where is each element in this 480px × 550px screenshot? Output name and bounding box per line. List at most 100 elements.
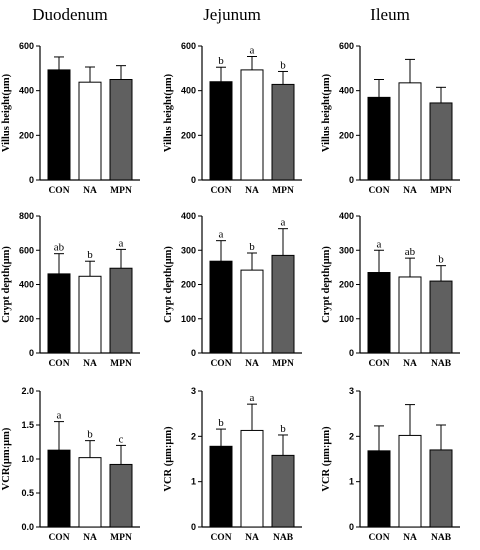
y-tick-label: 100 xyxy=(181,314,196,324)
y-tick-label: 400 xyxy=(339,211,354,221)
significance-letter: ab xyxy=(405,246,416,258)
y-axis-label: Villus height(μm) xyxy=(163,73,174,152)
y-axis-label: Crypt depth(μm) xyxy=(321,246,332,323)
bar-mpn xyxy=(109,463,133,528)
chart-panel-2: 0 200 400 600 Villus height(μm) CON NA MPN xyxy=(321,41,460,196)
y-tick-label: 0.5 xyxy=(21,488,34,498)
chart-panel-4: 0 100 200 300 400 Crypt depth(μm) CON a NA b MPN a xyxy=(163,211,302,369)
y-axis-label: Villus height(μm) xyxy=(1,73,12,152)
y-tick-label: 600 xyxy=(339,41,354,51)
category-label: NA xyxy=(83,359,97,369)
y-tick-label: 400 xyxy=(19,86,34,96)
y-tick-label: 1.0 xyxy=(21,454,34,464)
y-tick-label: 1 xyxy=(349,477,354,487)
significance-letter: a xyxy=(377,238,382,250)
bar-na xyxy=(78,275,102,354)
significance-letter: b xyxy=(218,417,224,429)
y-tick-label: 3 xyxy=(349,386,354,396)
y-tick-label: 0 xyxy=(29,175,34,185)
category-label: MPN xyxy=(272,359,294,369)
chart-panel-7: 0 1 2 3 VCR (μm:μm) CON b NA a NAB b xyxy=(163,386,302,543)
category-label: MPN xyxy=(430,186,452,196)
y-tick-label: 300 xyxy=(339,245,354,255)
y-tick-label: 0 xyxy=(349,348,354,358)
category-label: CON xyxy=(210,359,231,369)
y-tick-label: 400 xyxy=(339,86,354,96)
y-tick-label: 2 xyxy=(349,431,354,441)
bar-na xyxy=(398,276,422,354)
bar-con xyxy=(209,260,233,354)
significance-letter: b xyxy=(438,254,444,266)
category-label: CON xyxy=(48,359,69,369)
category-label: MPN xyxy=(110,359,132,369)
category-label: NA xyxy=(245,359,259,369)
bar-na xyxy=(78,457,102,528)
bar-nab xyxy=(429,449,453,528)
significance-letter: b xyxy=(87,429,93,441)
y-tick-label: 200 xyxy=(181,280,196,290)
column-title-jejunum: Jejunum xyxy=(203,5,261,24)
bar-mpn xyxy=(429,102,453,181)
bar-na xyxy=(78,81,102,181)
y-tick-label: 2 xyxy=(191,431,196,441)
significance-letter: a xyxy=(119,237,124,249)
y-tick-label: 200 xyxy=(19,130,34,140)
category-label: MPN xyxy=(272,186,294,196)
bar-mpn xyxy=(109,267,133,354)
y-tick-label: 100 xyxy=(339,314,354,324)
significance-letter: b xyxy=(249,241,255,253)
bar-na xyxy=(398,434,422,528)
significance-letter: b xyxy=(87,249,93,261)
y-tick-label: 400 xyxy=(181,86,196,96)
bar-con xyxy=(209,445,233,528)
y-axis-label: VCR(μm:μm) xyxy=(1,427,12,490)
y-axis-label: Villus height(μm) xyxy=(321,73,332,152)
category-label: MPN xyxy=(110,533,132,543)
category-label: CON xyxy=(368,533,389,543)
column-title-duodenum: Duodenum xyxy=(32,5,108,24)
bar-con xyxy=(47,449,71,528)
y-tick-label: 200 xyxy=(181,130,196,140)
category-label: CON xyxy=(368,359,389,369)
category-label: NA xyxy=(245,533,259,543)
significance-letter: a xyxy=(281,217,286,229)
category-label: NAB xyxy=(273,533,294,543)
chart-panel-1: 0 200 400 600 Villus height(μm) CON b NA a MPN b xyxy=(163,41,302,196)
significance-letter: c xyxy=(119,433,124,445)
category-label: NAB xyxy=(431,533,452,543)
bar-con xyxy=(209,81,233,181)
y-tick-label: 200 xyxy=(339,130,354,140)
significance-letter: b xyxy=(280,59,286,71)
chart-panel-3: 0 200 400 600 800 Crypt depth(μm) CON ab NA b MPN a xyxy=(1,211,140,369)
significance-letter: a xyxy=(57,410,62,422)
chart-panel-8: 0 1 2 3 VCR (μm:μm) CON NA NAB xyxy=(321,386,460,543)
bar-con xyxy=(47,69,71,181)
bar-na xyxy=(240,429,264,528)
category-label: CON xyxy=(368,186,389,196)
y-tick-label: 200 xyxy=(339,280,354,290)
y-tick-label: 0 xyxy=(191,175,196,185)
y-tick-label: 0 xyxy=(29,348,34,358)
y-axis-label: Crypt depth(μm) xyxy=(1,246,12,323)
y-tick-label: 600 xyxy=(181,41,196,51)
bar-nab xyxy=(271,454,295,528)
bar-nab xyxy=(429,280,453,354)
bar-con xyxy=(367,272,391,354)
y-tick-label: 1 xyxy=(191,477,196,487)
significance-letter: a xyxy=(219,229,224,241)
y-tick-label: 400 xyxy=(181,211,196,221)
category-label: CON xyxy=(48,186,69,196)
category-label: MPN xyxy=(110,186,132,196)
category-label: CON xyxy=(210,186,231,196)
category-label: CON xyxy=(48,533,69,543)
y-tick-label: 800 xyxy=(19,211,34,221)
bar-con xyxy=(47,273,71,354)
y-tick-label: 400 xyxy=(19,280,34,290)
y-axis-label: Crypt depth(μm) xyxy=(163,246,174,323)
bar-mpn xyxy=(109,79,133,181)
bar-na xyxy=(240,269,264,354)
y-tick-label: 300 xyxy=(181,245,196,255)
bar-mpn xyxy=(271,83,295,181)
bar-na xyxy=(398,82,422,181)
